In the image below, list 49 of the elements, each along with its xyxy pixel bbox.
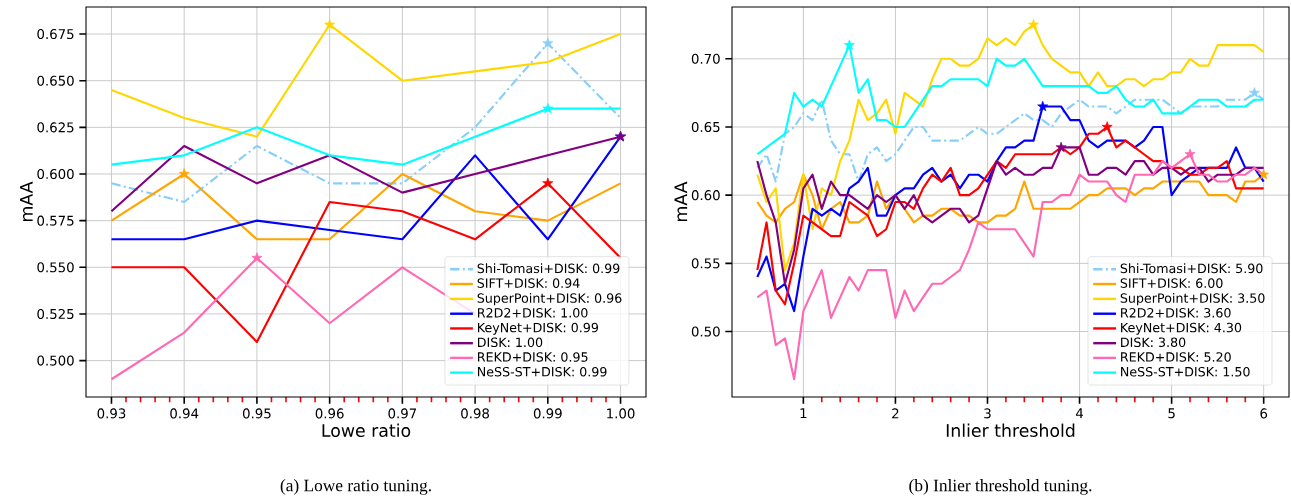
legend-label: REKD+DISK: 5.20	[1121, 352, 1231, 362]
y-tick-label: 0.65	[691, 121, 720, 133]
y-tick-label: 0.625	[37, 122, 74, 133]
y-tick-label: 0.575	[37, 215, 74, 226]
y-tick-label: 0.50	[691, 326, 720, 337]
y-tick-label: 0.70	[691, 53, 720, 64]
x-tick-label: 0.97	[388, 408, 417, 419]
legend-label: R2D2+DISK: 3.60	[1121, 308, 1231, 318]
y-tick-label: 0.55	[691, 258, 720, 269]
x-tick-label: 1.00	[607, 408, 635, 419]
legend-label: DISK: 1.00	[477, 337, 543, 348]
text: (a) Lowe ratio tuning.	[280, 479, 431, 495]
x-tick-label: 1	[800, 408, 807, 419]
x-tick-label: 2	[892, 408, 899, 419]
x-tick-label: 6	[1260, 408, 1268, 419]
y-tick-label: 0.525	[37, 308, 74, 319]
legend-label: KeyNet+DISK: 4.30	[1121, 322, 1242, 335]
legend-label: SIFT+DISK: 6.00	[1120, 278, 1223, 288]
x-axis-title: Lowe ratio	[322, 423, 411, 438]
legend-label: SuperPoint+DISK: 3.50	[1120, 293, 1265, 306]
y-axis-title: mAA	[674, 181, 688, 221]
y-tick-label: 0.550	[37, 262, 74, 273]
x-tick-label: 0.95	[242, 408, 271, 419]
y-tick-label: 0.600	[37, 168, 74, 180]
x-tick-label: 0.93	[97, 408, 126, 419]
y-tick-label: 0.500	[37, 355, 74, 366]
x-tick-label: 3	[984, 408, 991, 419]
legend-label: Shi-Tomasi+DISK: 5.90	[1120, 263, 1263, 274]
x-tick-label: 0.98	[461, 408, 490, 419]
legend-label: NeSS-ST+DISK: 1.50	[1121, 366, 1250, 377]
legend-label: DISK: 3.80	[1121, 337, 1186, 348]
legend-label: R2D2+DISK: 1.00	[477, 308, 588, 318]
x-axis-title: Inlier threshold	[946, 423, 1075, 438]
x-tick-label: 0.99	[533, 408, 562, 419]
y-tick-label: 0.675	[37, 28, 74, 40]
legend-label: SuperPoint+DISK: 0.96	[477, 293, 622, 306]
x-tick-label: 0.94	[170, 408, 199, 419]
x-tick-label: 0.96	[315, 408, 344, 419]
legend-label: SIFT+DISK: 0.94	[477, 278, 580, 288]
legend-label: KeyNet+DISK: 0.99	[477, 322, 599, 335]
legend-label: Shi-Tomasi+DISK: 0.99	[477, 263, 620, 274]
legend-label: NeSS-ST+DISK: 0.99	[477, 366, 607, 377]
legend-label: REKD+DISK: 0.95	[477, 352, 588, 362]
y-axis-title: mAA	[20, 181, 33, 221]
y-tick-label: 0.650	[37, 75, 74, 86]
x-tick-label: 4	[1075, 408, 1084, 419]
y-tick-label: 0.60	[691, 190, 720, 201]
x-tick-label: 5	[1168, 408, 1175, 419]
text: (b) Inlier threshold tuning.	[909, 479, 1092, 495]
